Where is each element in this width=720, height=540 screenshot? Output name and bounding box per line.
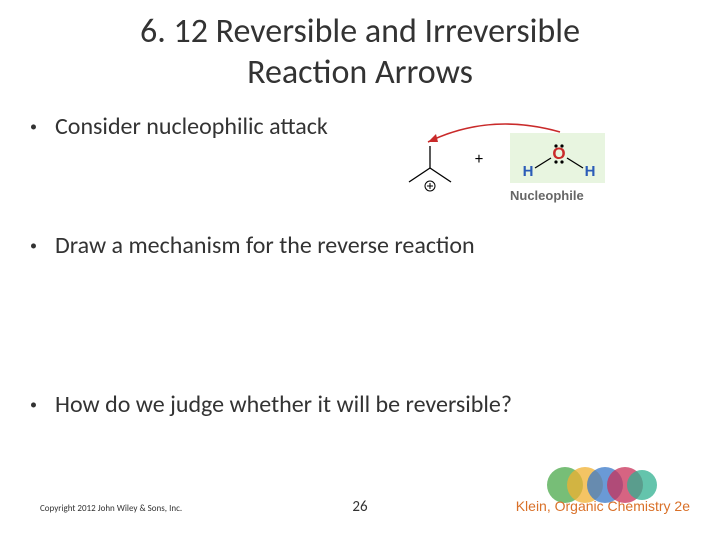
title-line-1: 6. 12 Reversible and Irreversible: [140, 11, 580, 52]
bullet-3: • How do we judge whether it will be rev…: [0, 390, 720, 419]
copyright-text: Copyright 2012 John Wiley & Sons, Inc.: [40, 503, 182, 514]
svg-text:O: O: [552, 144, 565, 163]
bullet-dot: •: [30, 118, 37, 135]
nucleophile-box: O H H: [510, 133, 605, 183]
bullet-2-text: Draw a mechanism for the reverse reactio…: [55, 231, 475, 260]
bullet-dot: •: [30, 396, 37, 413]
title-line-2: Reaction Arrows: [247, 52, 473, 93]
chemistry-diagram: + O H H Nucleophile: [380, 128, 690, 218]
bullet-1-text: Consider nucleophilic attack: [55, 112, 328, 141]
plus-sign: +: [475, 150, 483, 169]
bullet-3-text: How do we judge whether it will be rever…: [55, 390, 512, 419]
attribution-text: Klein, Organic Chemistry 2e: [516, 498, 690, 514]
bullet-2: • Draw a mechanism for the reverse react…: [0, 231, 720, 260]
nucleophile-label: Nucleophile: [510, 188, 584, 203]
slide-title: 6. 12 Reversible and Irreversible Reacti…: [0, 0, 720, 94]
svg-text:H: H: [522, 163, 533, 180]
bullet-dot: •: [30, 237, 37, 254]
footer: Copyright 2012 John Wiley & Sons, Inc. 2…: [0, 482, 720, 522]
page-number: 26: [352, 498, 367, 516]
svg-text:H: H: [584, 163, 595, 180]
water-molecule: O H H: [513, 136, 603, 180]
